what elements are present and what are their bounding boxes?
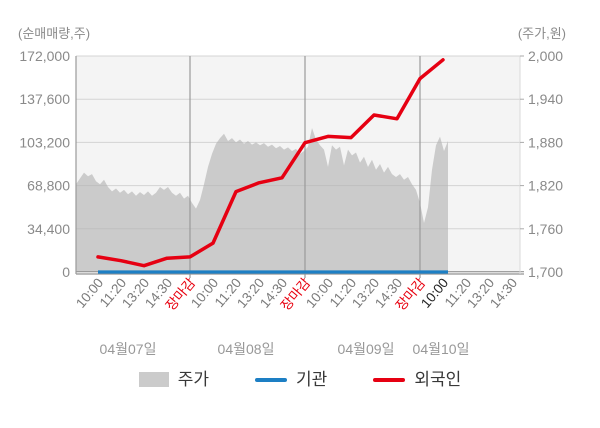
svg-text:1,940: 1,940 bbox=[528, 91, 563, 107]
legend-label-price: 주가 bbox=[177, 370, 210, 389]
chart-canvas: 172,000 137,600 103,200 68,800 34,400 0 2,000 1… bbox=[19, 48, 563, 357]
x-date-label: 04월07일 bbox=[100, 341, 157, 357]
price-area-series bbox=[76, 128, 448, 272]
svg-text:0: 0 bbox=[62, 264, 70, 280]
chart-legend: 주가 기관 외국인 bbox=[0, 371, 600, 388]
left-axis-unit-label: (순매매량,주) bbox=[18, 26, 91, 41]
svg-text:103,200: 103,200 bbox=[19, 134, 70, 150]
svg-text:68,800: 68,800 bbox=[27, 178, 70, 194]
x-date-label: 04월09일 bbox=[338, 341, 395, 357]
legend-item-price: 주가 bbox=[138, 370, 210, 389]
svg-text:172,000: 172,000 bbox=[19, 48, 70, 64]
foreigner-line-series bbox=[96, 58, 445, 268]
foreigner-line-swatch-icon bbox=[373, 377, 406, 382]
x-date-label: 04월08일 bbox=[218, 341, 275, 357]
right-axis-unit-label: (주가,원) bbox=[517, 26, 566, 41]
price-area-swatch-icon bbox=[138, 372, 169, 387]
legend-label-foreigner: 외국인 bbox=[414, 370, 462, 389]
svg-text:1,760: 1,760 bbox=[528, 221, 563, 237]
svg-text:1,880: 1,880 bbox=[528, 134, 563, 150]
svg-text:34,400: 34,400 bbox=[27, 221, 70, 237]
svg-text:1,820: 1,820 bbox=[528, 178, 563, 194]
svg-text:137,600: 137,600 bbox=[19, 91, 70, 107]
legend-item-institution: 기관 bbox=[255, 371, 327, 388]
svg-text:1,700: 1,700 bbox=[528, 264, 563, 280]
institution-line-swatch-icon bbox=[255, 377, 288, 382]
legend-label-institution: 기관 bbox=[296, 370, 328, 389]
price-volume-chart: 172,000 137,600 103,200 68,800 34,400 0 2,000 1… bbox=[19, 48, 563, 357]
x-date-label: 04월10일 bbox=[413, 341, 470, 357]
legend-item-foreigner: 외국인 bbox=[373, 371, 461, 388]
svg-text:2,000: 2,000 bbox=[528, 48, 563, 64]
